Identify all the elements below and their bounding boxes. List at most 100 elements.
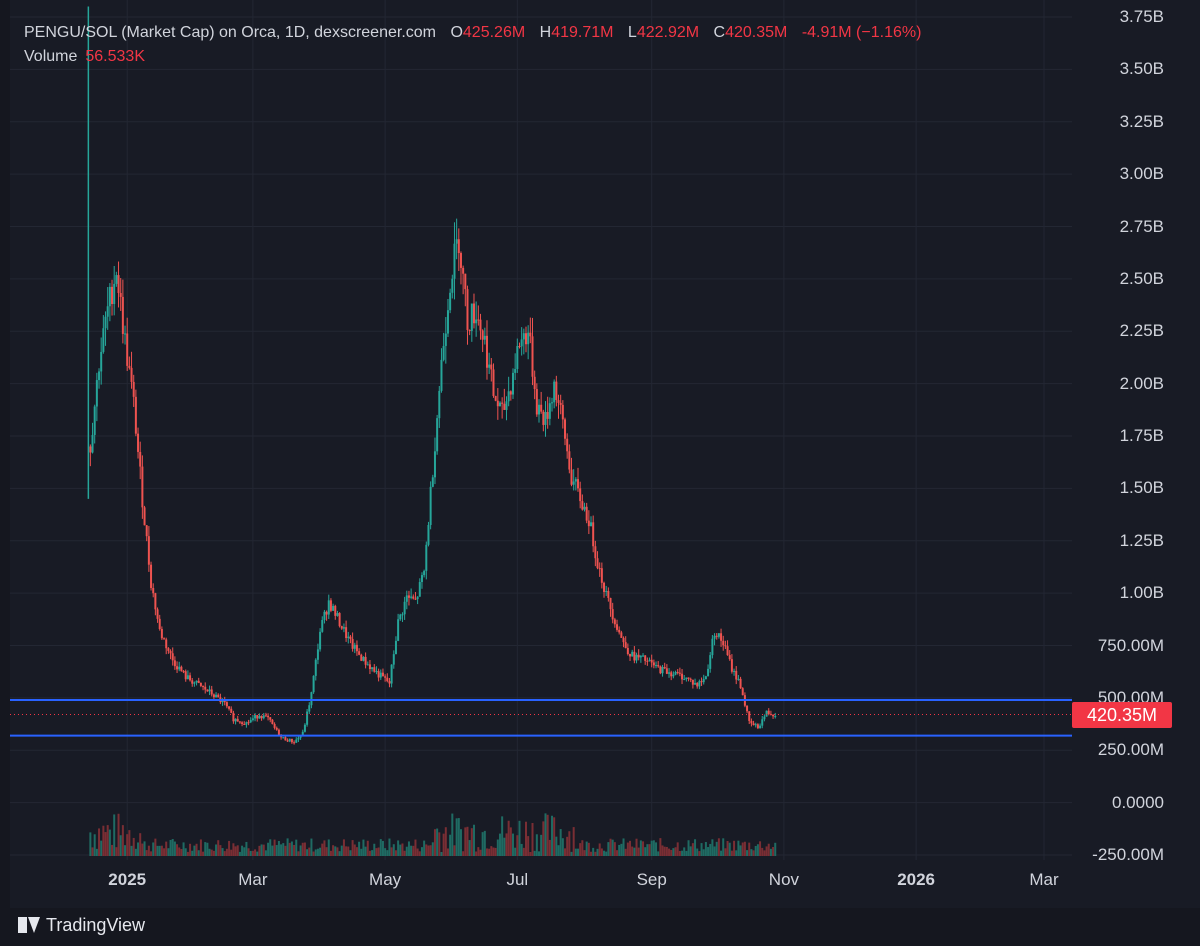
volume-bar — [267, 842, 270, 856]
volume-bar — [631, 846, 634, 856]
volume-bar — [206, 842, 209, 856]
candle-body — [514, 369, 517, 373]
volume-bar — [761, 847, 764, 856]
chart-svg[interactable] — [10, 0, 1200, 908]
volume-bar — [496, 839, 499, 856]
volume-bar — [113, 814, 116, 856]
candle-body — [735, 670, 738, 680]
volume-bar — [433, 829, 436, 856]
candle-body — [622, 637, 625, 643]
volume-bar — [672, 848, 675, 856]
volume-bar — [511, 833, 514, 856]
candle-body — [91, 434, 94, 453]
candle-body — [646, 660, 649, 662]
x-tick-label: Mar — [1029, 870, 1059, 889]
volume-bar — [91, 847, 94, 856]
candle-body — [633, 651, 636, 661]
candle-body — [358, 651, 361, 655]
candle-body — [644, 655, 647, 661]
candle-body — [596, 558, 599, 569]
y-tick-label: 3.00B — [1119, 164, 1164, 184]
volume-bar — [739, 845, 742, 856]
volume-bar — [156, 845, 159, 856]
volume-bar — [360, 848, 363, 856]
volume-bar — [219, 845, 222, 856]
volume-bar — [453, 845, 456, 856]
volume-bar — [750, 849, 753, 856]
volume-bar — [741, 842, 744, 856]
candle-body — [106, 306, 109, 317]
volume-bar — [137, 842, 140, 856]
volume-bar — [234, 846, 237, 856]
volume-bar — [282, 843, 285, 856]
candle-body — [93, 406, 96, 435]
candle-body — [295, 739, 298, 743]
candle-body — [579, 488, 582, 502]
volume-bar — [468, 840, 471, 856]
candle-body — [178, 666, 181, 670]
volume-bar — [637, 847, 640, 856]
candle-body — [472, 303, 475, 324]
volume-bar — [494, 847, 497, 856]
candle-body — [431, 477, 434, 487]
candle-body — [488, 364, 491, 368]
candle-body — [184, 671, 187, 680]
volume-bar — [106, 825, 109, 856]
candle-body — [418, 582, 421, 597]
volume-bar — [648, 844, 651, 856]
volume-bar — [150, 851, 153, 856]
candle-body — [698, 681, 701, 687]
volume-bar — [410, 845, 413, 856]
candle-body — [176, 666, 179, 670]
volume-bar — [420, 847, 423, 856]
volume-bar — [503, 837, 506, 856]
candle-body — [518, 346, 521, 348]
candle-body — [100, 351, 103, 372]
volume-bar — [702, 849, 705, 856]
volume-bar — [479, 849, 482, 856]
x-tick-label: 2026 — [897, 870, 936, 889]
volume-bar — [314, 849, 317, 856]
volume-bar — [338, 851, 341, 856]
volume-bar — [238, 851, 241, 856]
volume-bar — [163, 848, 166, 856]
candle-body — [299, 735, 302, 738]
tradingview-logo-icon — [18, 917, 40, 933]
candle-body — [282, 737, 285, 739]
volume-bar — [743, 841, 746, 856]
candle-body — [134, 396, 137, 434]
candle-body — [249, 720, 252, 723]
volume-bar — [555, 836, 558, 856]
candle-body — [748, 711, 751, 721]
chart-panel[interactable] — [10, 0, 1200, 908]
volume-bar — [577, 848, 580, 856]
volume-bar — [303, 842, 306, 856]
volume-bar — [256, 851, 259, 856]
volume-bar — [477, 847, 480, 856]
volume-bar — [566, 836, 569, 856]
candle-body — [243, 723, 246, 725]
volume-bar — [228, 840, 231, 856]
volume-bar — [358, 841, 361, 856]
y-tick-label: 1.25B — [1119, 530, 1164, 550]
candle-body — [529, 332, 532, 337]
volume-bar — [217, 840, 220, 856]
volume-bar — [520, 843, 523, 856]
volume-bar — [275, 845, 278, 856]
volume-bar — [355, 847, 358, 856]
candle-body — [165, 639, 168, 649]
tradingview-footer[interactable]: TradingView — [18, 910, 145, 940]
volume-bar — [657, 851, 660, 856]
candle-body — [533, 376, 536, 390]
volume-bar — [251, 850, 254, 856]
last-price-tag: 420.35M — [1072, 702, 1172, 728]
candle-body — [462, 267, 465, 274]
volume-bar — [429, 845, 432, 856]
candle-body — [260, 715, 263, 719]
volume-bar — [624, 848, 627, 856]
candle-body — [414, 598, 417, 600]
candle-body — [327, 600, 330, 615]
candle-body — [293, 742, 296, 744]
volume-bar — [182, 842, 185, 856]
volume-bar — [728, 842, 731, 856]
